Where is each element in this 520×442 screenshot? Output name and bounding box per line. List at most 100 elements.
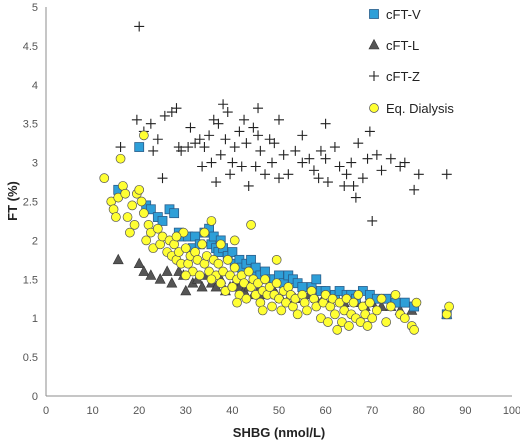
- data-point-plus: [350, 192, 361, 203]
- data-point-plus: [260, 169, 271, 180]
- data-point-circle: [213, 258, 224, 269]
- data-point-plus: [385, 153, 396, 164]
- data-point-circle: [139, 208, 149, 219]
- data-point-circle: [411, 297, 422, 308]
- y-tick-label: 4.5: [23, 41, 38, 53]
- data-point-plus: [243, 180, 254, 191]
- data-point-plus: [376, 165, 387, 176]
- data-point-circle: [197, 239, 207, 250]
- data-point-circle: [372, 305, 382, 316]
- data-point-circle: [365, 297, 375, 308]
- data-point-triangle: [173, 265, 185, 276]
- data-point-plus: [250, 161, 261, 172]
- data-point-plus: [183, 142, 194, 153]
- data-point-circle: [409, 325, 419, 335]
- data-point-plus: [320, 153, 331, 164]
- data-point-circle: [330, 309, 340, 320]
- data-point-plus: [267, 157, 278, 168]
- data-point-circle: [271, 278, 282, 289]
- data-point-circle: [141, 235, 152, 246]
- data-point-plus: [367, 215, 378, 226]
- data-point-circle: [241, 293, 252, 304]
- series-plus: [115, 21, 452, 226]
- data-point-plus: [409, 184, 420, 195]
- x-axis-title: SHBG (nmol/L): [233, 425, 325, 440]
- data-point-plus: [320, 118, 331, 129]
- data-point-circle: [180, 270, 191, 281]
- data-point-square: [169, 208, 180, 219]
- data-point-plus: [229, 142, 240, 153]
- legend-item: cFT-L: [368, 38, 419, 53]
- data-point-circle: [99, 173, 110, 184]
- data-point-plus: [213, 118, 224, 129]
- data-point-plus: [148, 145, 159, 156]
- data-point-circle: [246, 219, 256, 230]
- data-point-plus: [197, 161, 208, 172]
- data-point-plus: [329, 142, 340, 153]
- legend-label: cFT-V: [386, 7, 421, 22]
- data-point-plus: [264, 134, 275, 145]
- data-point-circle: [399, 313, 410, 324]
- data-point-plus: [357, 173, 368, 184]
- data-point-circle: [125, 227, 135, 238]
- data-point-circle: [381, 317, 392, 327]
- data-point-circle: [390, 290, 401, 300]
- data-point-plus: [204, 130, 215, 141]
- data-point-plus: [185, 122, 196, 133]
- data-point-plus: [241, 138, 252, 149]
- x-tick-label: 40: [226, 405, 238, 417]
- data-point-plus: [290, 145, 301, 156]
- data-point-triangle: [112, 253, 124, 265]
- data-point-circle: [127, 200, 138, 211]
- data-point-plus: [157, 173, 168, 184]
- legend: cFT-V cFT-L cFT-Z Eq. Dialysis: [368, 7, 454, 116]
- data-point-square: [227, 247, 238, 257]
- data-point-circle: [332, 325, 343, 335]
- data-point-circle: [215, 278, 226, 289]
- data-point-plus: [206, 157, 217, 168]
- data-point-plus: [253, 103, 264, 114]
- data-point-plus: [441, 169, 452, 180]
- data-point-triangle: [138, 265, 150, 276]
- legend-label: Eq. Dialysis: [386, 101, 454, 116]
- series-circle: [99, 130, 454, 335]
- data-point-plus: [171, 103, 182, 114]
- data-point-plus: [348, 180, 359, 191]
- data-point-plus: [239, 114, 250, 125]
- data-point-plus: [362, 153, 373, 164]
- data-point-plus: [278, 149, 289, 160]
- data-point-plus: [297, 130, 308, 141]
- y-tick-label: 1.5: [23, 274, 38, 286]
- data-point-square: [399, 297, 410, 308]
- data-point-circle: [232, 297, 242, 308]
- data-point-circle: [362, 321, 373, 331]
- data-point-plus: [190, 138, 201, 149]
- data-point-circle: [353, 290, 364, 300]
- data-point-circle: [348, 297, 359, 308]
- data-point-plus: [274, 114, 284, 125]
- data-point-circle: [152, 223, 163, 234]
- x-tick-label: 100: [503, 405, 520, 417]
- y-tick-label: 3: [32, 158, 38, 170]
- legend-item: cFT-V: [369, 7, 421, 22]
- data-point-circle: [122, 212, 133, 222]
- data-point-plus: [131, 114, 142, 125]
- data-point-circle: [136, 196, 147, 207]
- data-point-triangle: [145, 269, 157, 280]
- data-point-circle: [120, 188, 131, 199]
- data-point-square: [311, 274, 322, 285]
- data-point-plus: [173, 142, 184, 153]
- y-tick-label: 0.5: [23, 352, 38, 364]
- data-point-plus: [236, 161, 247, 172]
- data-point-plus: [145, 118, 156, 129]
- data-point-triangle: [166, 277, 178, 288]
- data-point-plus: [269, 138, 280, 149]
- data-point-plus: [339, 180, 350, 191]
- data-point-circle: [444, 301, 454, 312]
- y-tick-labels: 0 0.5 1 1.5 2 2.5 3 3.5 4 4.5 5: [23, 2, 38, 403]
- data-point-plus: [227, 157, 238, 168]
- data-point-circle: [344, 321, 354, 331]
- x-tick-label: 60: [319, 405, 331, 417]
- data-point-triangle: [133, 257, 145, 269]
